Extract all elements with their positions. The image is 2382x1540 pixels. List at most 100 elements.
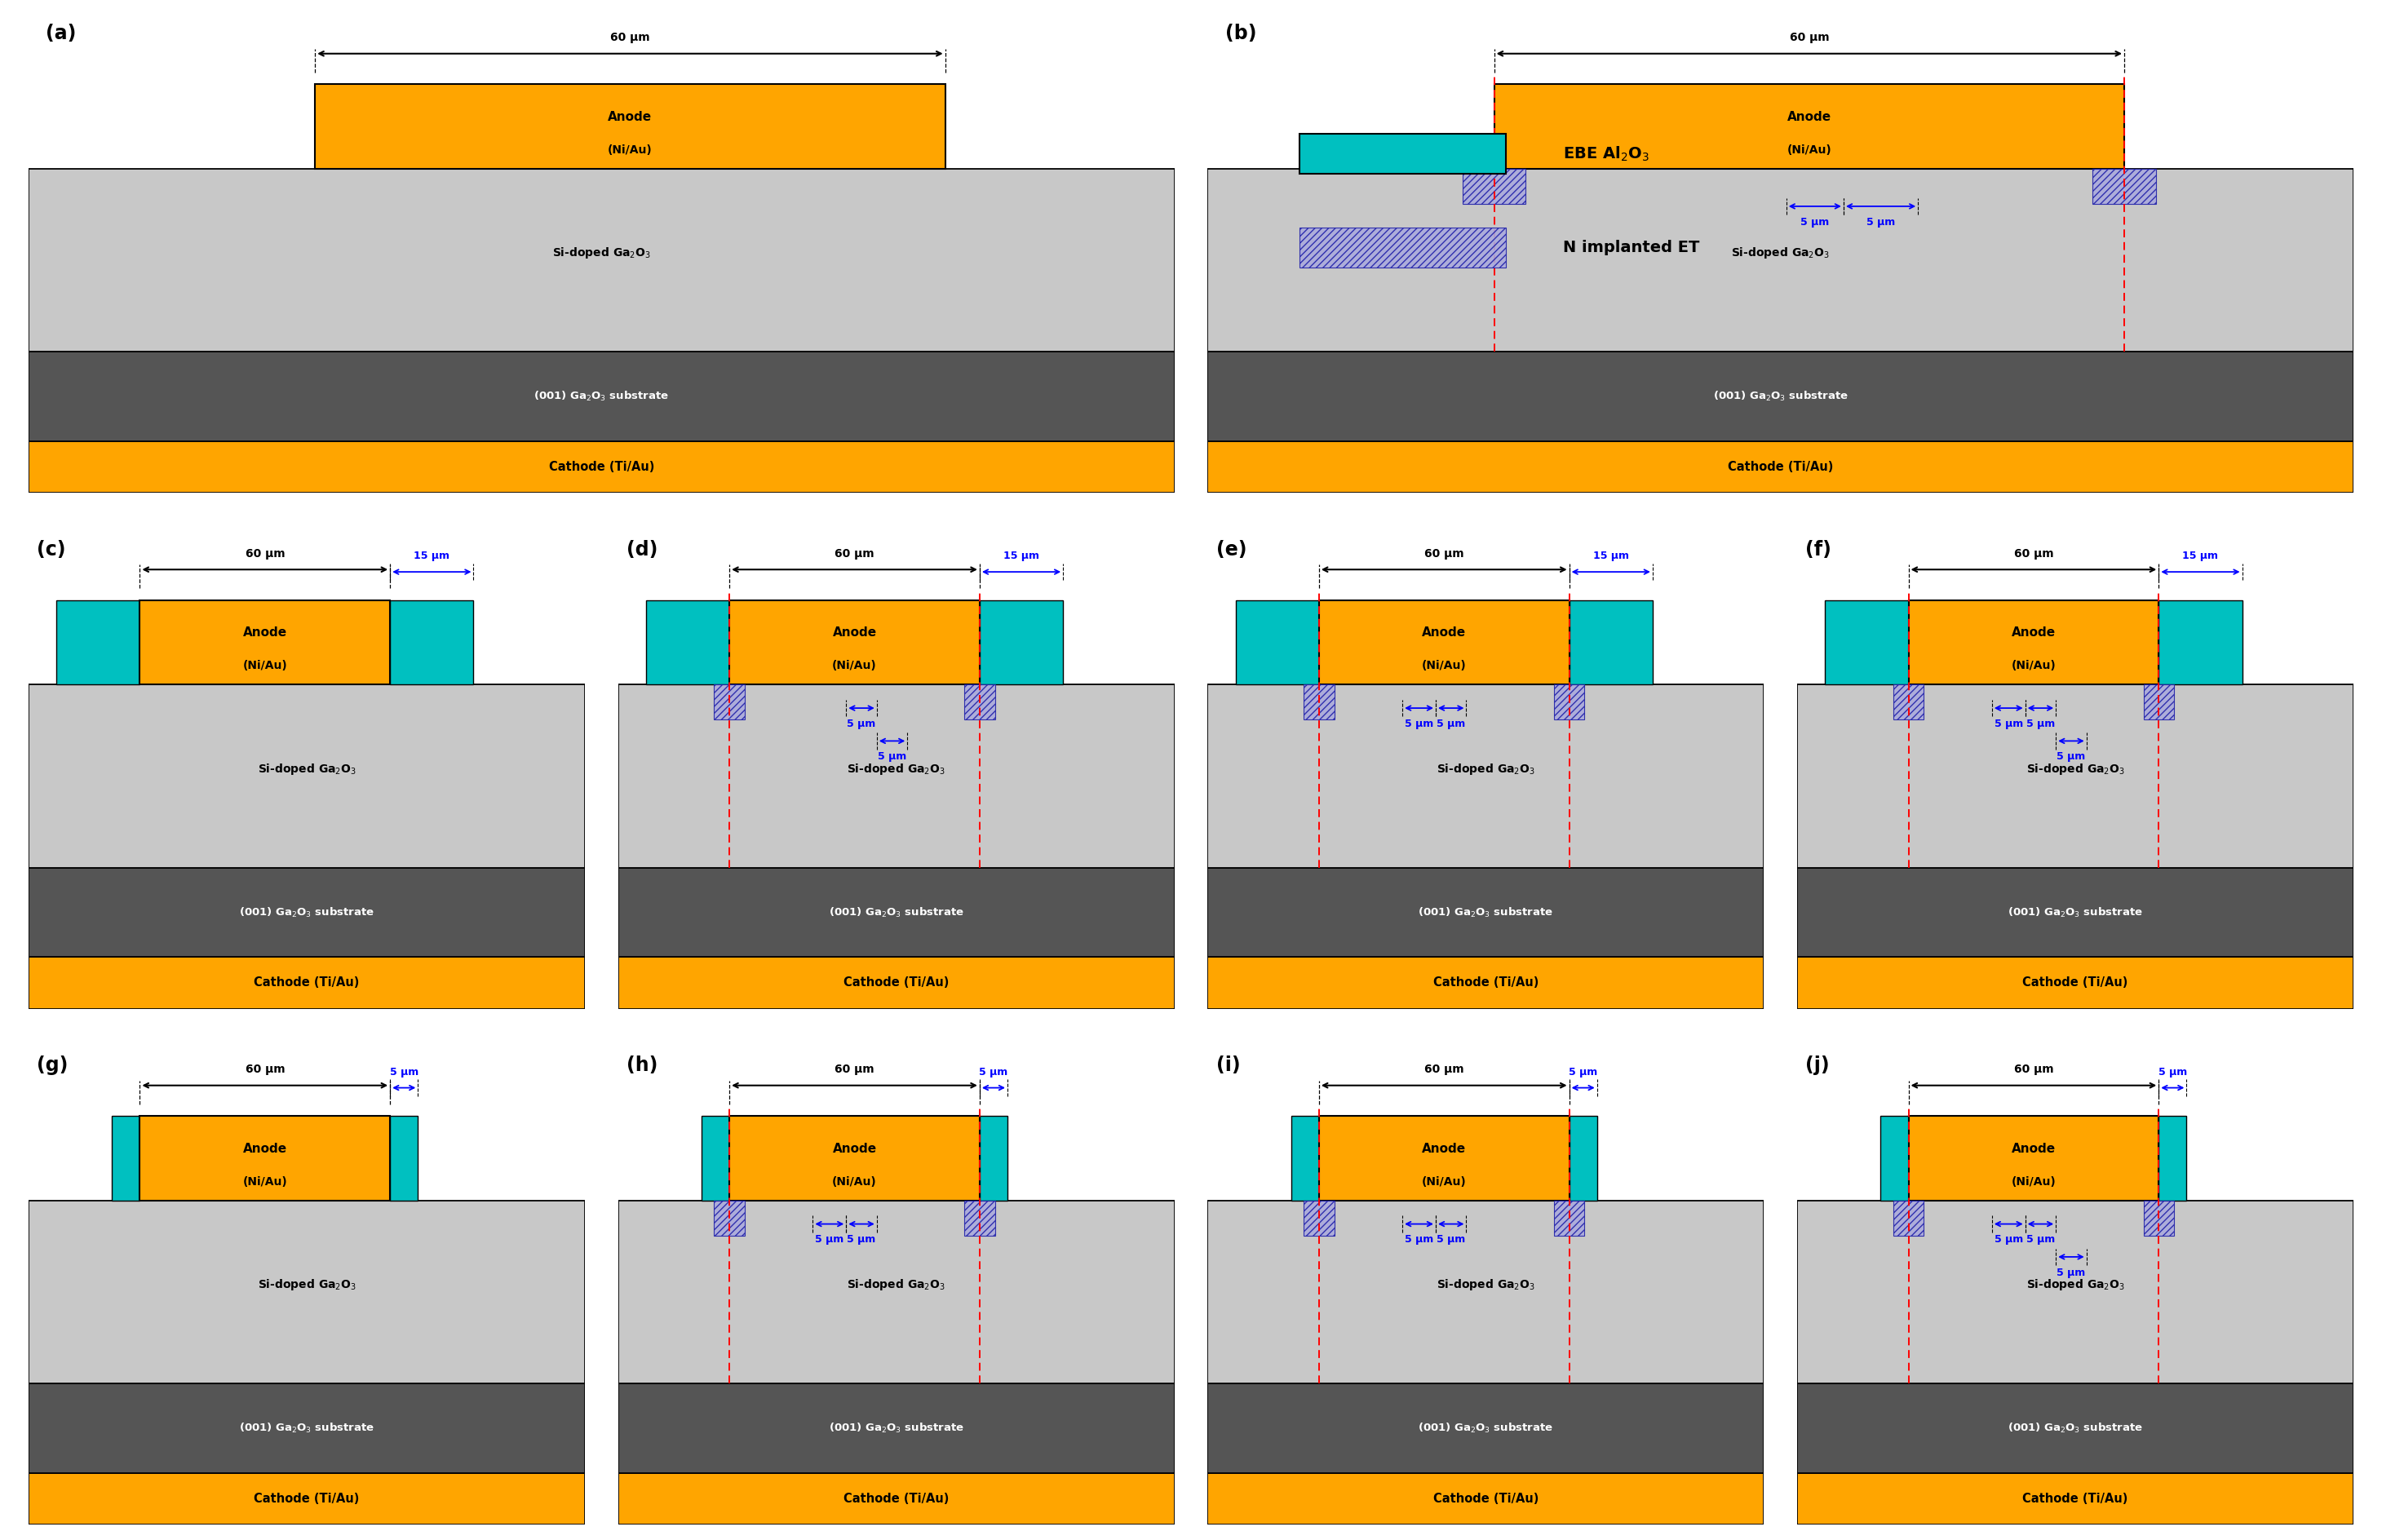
Text: Cathode (Ti/Au): Cathode (Ti/Au)	[1434, 976, 1539, 989]
Text: N implanted ET: N implanted ET	[1563, 240, 1698, 256]
Bar	[619, 1201, 1174, 1384]
Text: 5 μm: 5 μm	[979, 1067, 1008, 1078]
Text: (Ni/Au): (Ni/Au)	[1422, 1177, 1467, 1187]
Text: Cathode (Ti/Au): Cathode (Ti/Au)	[843, 976, 948, 989]
Text: Si-doped Ga$_2$O$_3$: Si-doped Ga$_2$O$_3$	[1436, 762, 1534, 776]
Text: (Ni/Au): (Ni/Au)	[2010, 1177, 2056, 1187]
Bar	[1894, 1201, 1925, 1235]
Bar	[391, 1116, 417, 1201]
Text: Si-doped Ga$_2$O$_3$: Si-doped Ga$_2$O$_3$	[1732, 246, 1829, 260]
Bar	[1796, 869, 2353, 956]
Text: 5 μm: 5 μm	[877, 752, 908, 762]
Text: (001) Ga$_2$O$_3$ substrate: (001) Ga$_2$O$_3$ substrate	[238, 906, 374, 919]
Text: Cathode (Ti/Au): Cathode (Ti/Au)	[2022, 976, 2127, 989]
Text: (001) Ga$_2$O$_3$ substrate: (001) Ga$_2$O$_3$ substrate	[1417, 1421, 1553, 1435]
Text: (001) Ga$_2$O$_3$ substrate: (001) Ga$_2$O$_3$ substrate	[829, 1421, 965, 1435]
Text: Si-doped Ga$_2$O$_3$: Si-doped Ga$_2$O$_3$	[848, 1278, 946, 1292]
Text: 5 μm: 5 μm	[2027, 1235, 2056, 1244]
Bar	[1463, 169, 1524, 203]
Bar	[29, 685, 586, 869]
Bar	[1796, 1472, 2353, 1525]
Text: 15 μm: 15 μm	[2182, 551, 2218, 562]
Bar	[619, 869, 1174, 956]
Text: Anode: Anode	[1422, 1143, 1467, 1155]
Bar	[619, 1472, 1174, 1525]
Text: 5 μm: 5 μm	[1867, 217, 1896, 228]
Text: Anode: Anode	[2010, 1143, 2056, 1155]
Text: (h): (h)	[626, 1056, 657, 1075]
Text: 5 μm: 5 μm	[1801, 217, 1829, 228]
Text: (Ni/Au): (Ni/Au)	[831, 1177, 877, 1187]
Bar	[29, 869, 586, 956]
Text: 5 μm: 5 μm	[2158, 1067, 2187, 1078]
Text: 15 μm: 15 μm	[414, 551, 450, 562]
Bar	[965, 1201, 996, 1235]
Bar	[2144, 1201, 2175, 1235]
Bar	[29, 169, 1174, 353]
Bar	[1208, 353, 2353, 440]
Text: 5 μm: 5 μm	[815, 1235, 843, 1244]
Bar	[979, 1116, 1008, 1201]
Text: (j): (j)	[1806, 1056, 1829, 1075]
Text: Anode: Anode	[1786, 111, 1832, 123]
Text: 60 μm: 60 μm	[1424, 548, 1465, 559]
Bar	[646, 601, 729, 685]
Text: Si-doped Ga$_2$O$_3$: Si-doped Ga$_2$O$_3$	[553, 246, 650, 260]
Bar	[29, 353, 1174, 440]
Text: 60 μm: 60 μm	[610, 32, 650, 43]
Bar	[1494, 85, 2125, 169]
Text: Cathode (Ti/Au): Cathode (Ti/Au)	[2022, 1492, 2127, 1505]
Bar	[729, 1116, 979, 1201]
Text: 60 μm: 60 μm	[245, 548, 286, 559]
Bar	[1236, 601, 1320, 685]
Text: (d): (d)	[626, 541, 657, 559]
Text: 15 μm: 15 μm	[1003, 551, 1039, 562]
Text: (001) Ga$_2$O$_3$ substrate: (001) Ga$_2$O$_3$ substrate	[2008, 906, 2144, 919]
Bar	[29, 956, 586, 1009]
Bar	[29, 1384, 586, 1472]
Text: (Ni/Au): (Ni/Au)	[607, 145, 653, 156]
Text: 5 μm: 5 μm	[391, 1067, 419, 1078]
Text: (e): (e)	[1217, 541, 1246, 559]
Bar	[715, 685, 746, 719]
Text: 5 μm: 5 μm	[1436, 719, 1465, 728]
Bar	[57, 601, 141, 685]
Text: 60 μm: 60 μm	[1789, 32, 1829, 43]
Bar	[1320, 1116, 1570, 1201]
Text: (Ni/Au): (Ni/Au)	[243, 661, 288, 671]
Bar	[1553, 1201, 1584, 1235]
Text: 15 μm: 15 μm	[1594, 551, 1629, 562]
Text: 60 μm: 60 μm	[834, 1064, 874, 1075]
Text: Si-doped Ga$_2$O$_3$: Si-doped Ga$_2$O$_3$	[848, 762, 946, 776]
Text: Si-doped Ga$_2$O$_3$: Si-doped Ga$_2$O$_3$	[257, 762, 355, 776]
Text: (Ni/Au): (Ni/Au)	[831, 661, 877, 671]
Text: (001) Ga$_2$O$_3$ substrate: (001) Ga$_2$O$_3$ substrate	[1417, 906, 1553, 919]
Text: Anode: Anode	[831, 627, 877, 639]
Text: 5 μm: 5 μm	[848, 719, 877, 728]
Text: 5 μm: 5 μm	[2056, 1267, 2087, 1278]
Bar	[1796, 1384, 2353, 1472]
Bar	[1298, 134, 1505, 174]
Bar	[1208, 869, 1763, 956]
Bar	[1796, 1201, 2353, 1384]
Bar	[1303, 685, 1334, 719]
Bar	[1208, 1201, 1763, 1384]
Text: Anode: Anode	[831, 1143, 877, 1155]
Text: Cathode (Ti/Au): Cathode (Ti/Au)	[255, 1492, 360, 1505]
Text: Si-doped Ga$_2$O$_3$: Si-doped Ga$_2$O$_3$	[1436, 1278, 1534, 1292]
Text: (Ni/Au): (Ni/Au)	[1422, 661, 1467, 671]
Text: Anode: Anode	[243, 1143, 288, 1155]
Bar	[1908, 1116, 2158, 1201]
Bar	[112, 1116, 141, 1201]
Text: (f): (f)	[1806, 541, 1832, 559]
Text: Cathode (Ti/Au): Cathode (Ti/Au)	[1434, 1492, 1539, 1505]
Text: (b): (b)	[1224, 25, 1255, 43]
Bar	[314, 85, 946, 169]
Text: (Ni/Au): (Ni/Au)	[1786, 145, 1832, 156]
Bar	[1796, 685, 2353, 869]
Text: (001) Ga$_2$O$_3$ substrate: (001) Ga$_2$O$_3$ substrate	[829, 906, 965, 919]
Text: (001) Ga$_2$O$_3$ substrate: (001) Ga$_2$O$_3$ substrate	[534, 390, 669, 403]
Text: Si-doped Ga$_2$O$_3$: Si-doped Ga$_2$O$_3$	[257, 1278, 355, 1292]
Bar	[729, 601, 979, 685]
Bar	[1208, 440, 2353, 493]
